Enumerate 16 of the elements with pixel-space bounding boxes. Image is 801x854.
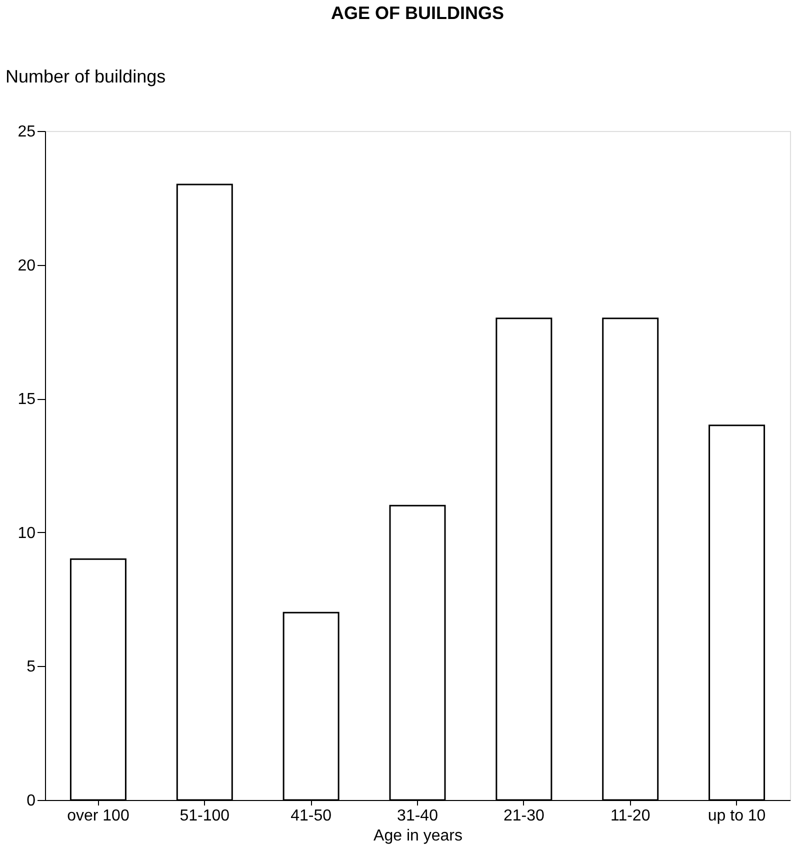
y-tick-label: 0 xyxy=(26,792,36,810)
x-tick-label: 51-100 xyxy=(180,808,230,824)
y-axis-title: Number of buildings xyxy=(6,66,166,86)
x-tick-label: 31-40 xyxy=(397,808,438,824)
x-tick-label: up to 10 xyxy=(708,808,766,824)
x-tick-label: 41-50 xyxy=(290,808,332,824)
y-tick-label: 20 xyxy=(18,257,36,274)
chart-title: AGE OF BUILDINGS xyxy=(330,3,504,23)
y-tick-label: 10 xyxy=(18,524,36,542)
y-tick-label: 5 xyxy=(26,658,36,676)
y-tick-label: 15 xyxy=(18,391,36,408)
x-axis-title: Age in years xyxy=(374,828,462,844)
x-tick-label: 11-20 xyxy=(610,808,650,824)
x-tick-label: over 100 xyxy=(67,808,130,824)
x-tick-label: 21-30 xyxy=(503,808,544,824)
y-tick-label: 25 xyxy=(18,124,36,140)
